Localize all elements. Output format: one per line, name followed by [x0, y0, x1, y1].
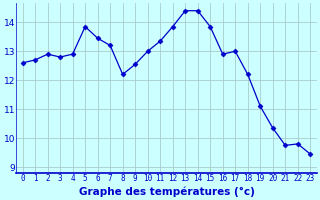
X-axis label: Graphe des températures (°c): Graphe des températures (°c)	[78, 186, 254, 197]
